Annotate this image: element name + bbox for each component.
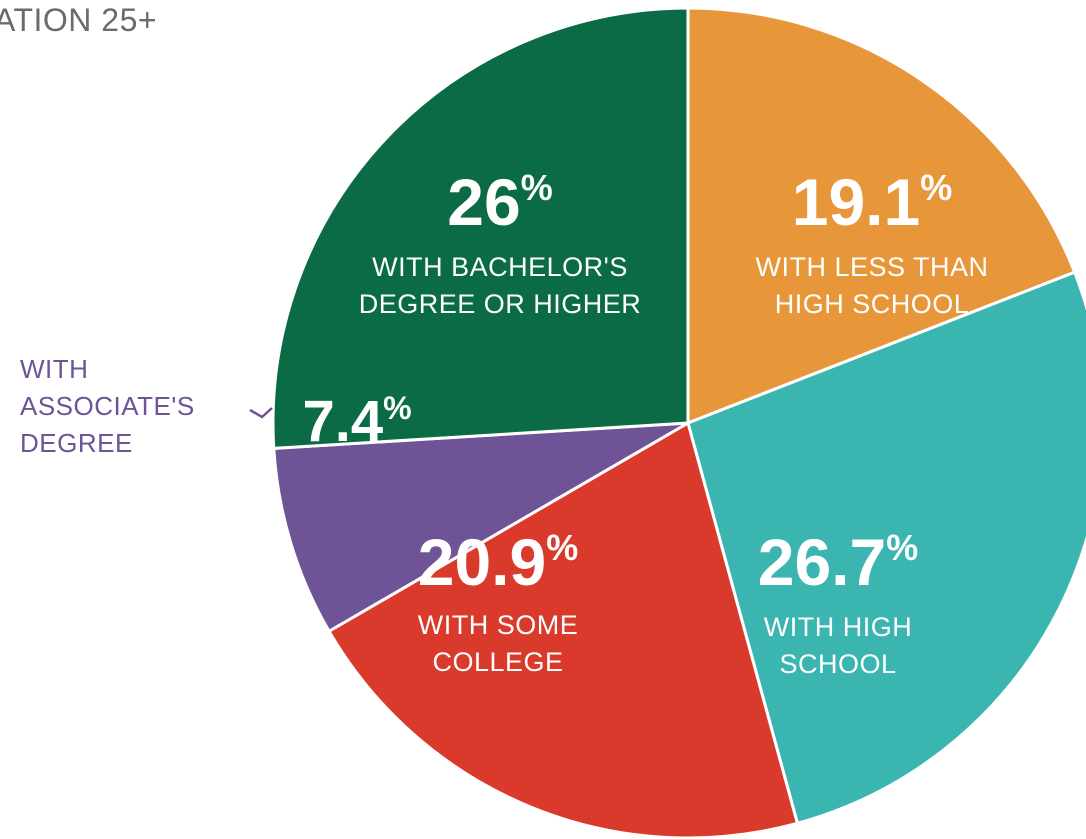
slice-value-number: 7.4 xyxy=(302,389,383,454)
slice-label-associates-degree: WITH ASSOCIATE'S DEGREE xyxy=(20,354,195,458)
slice-label-line: SCHOOL xyxy=(779,649,896,679)
slice-label-line: ASSOCIATE'S xyxy=(20,391,195,421)
slice-label-some-college: WITH SOME COLLEGE xyxy=(418,610,579,677)
slice-label-line: DEGREE xyxy=(20,428,133,458)
slice-label-high-school: WITH HIGH SCHOOL xyxy=(764,612,912,679)
chart-title: ATION 25+ xyxy=(0,2,157,38)
slice-label-less-than-high-school: WITH LESS THAN HIGH SCHOOL xyxy=(755,252,988,319)
slice-value-some-college: 20.9% xyxy=(418,525,578,599)
percent-sign: % xyxy=(546,527,578,568)
slice-label-line: WITH xyxy=(20,354,88,384)
slice-label-bachelors-or-higher: WITH BACHELOR'S DEGREE OR HIGHER xyxy=(359,252,642,319)
slice-value-number: 26.7 xyxy=(758,525,886,599)
slice-label-line: WITH HIGH xyxy=(764,612,912,642)
pie-slice-high-school xyxy=(686,270,1086,826)
leader-line xyxy=(249,407,273,419)
pie-slice-associates-degree xyxy=(272,421,689,634)
percent-sign: % xyxy=(521,167,553,208)
slice-value-associates-degree: 7.4% xyxy=(302,389,411,454)
slice-label-line: HIGH SCHOOL xyxy=(775,289,970,319)
pie-slice-some-college xyxy=(326,420,800,839)
slice-value-less-than-high-school: 19.1% xyxy=(792,165,952,239)
slice-value-high-school: 26.7% xyxy=(758,525,918,599)
slice-value-number: 19.1 xyxy=(792,165,920,239)
percent-sign: % xyxy=(920,167,952,208)
slice-value-bachelors-or-higher: 26% xyxy=(447,165,552,239)
pie-labels: 19.1% WITH LESS THAN HIGH SCHOOL 26.7% WITH … xyxy=(20,165,988,679)
slice-label-line: WITH BACHELOR'S xyxy=(372,252,628,282)
pie-slices xyxy=(271,6,1086,839)
slice-label-line: WITH SOME xyxy=(418,610,579,640)
slice-value-number: 20.9 xyxy=(418,525,546,599)
pie-slice-bachelors-or-higher xyxy=(271,6,690,450)
slice-value-number: 26 xyxy=(447,165,520,239)
percent-sign: % xyxy=(886,527,918,568)
slice-label-line: DEGREE OR HIGHER xyxy=(359,289,642,319)
percent-sign: % xyxy=(383,390,411,426)
slice-label-line: COLLEGE xyxy=(432,647,563,677)
pie-slice-less-than-high-school xyxy=(686,6,1077,426)
slice-label-line: WITH LESS THAN xyxy=(755,252,988,282)
